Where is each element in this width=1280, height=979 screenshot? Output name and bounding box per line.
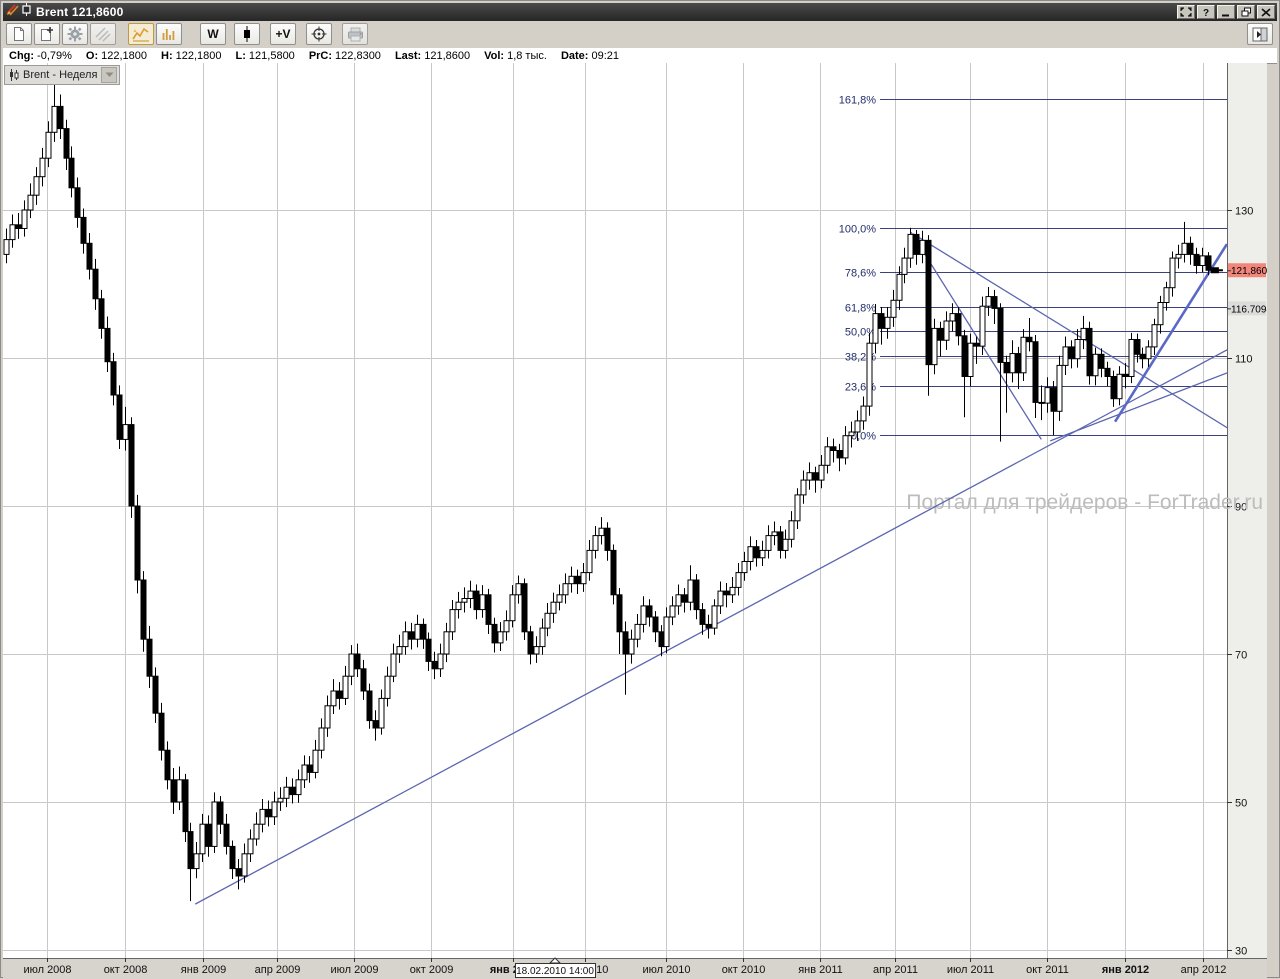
instrument-selector[interactable]: Brent - Неделя	[4, 65, 121, 85]
candle-chip-icon	[9, 69, 19, 81]
minimize-button[interactable]	[1217, 5, 1235, 19]
price-tick-label: 90	[1235, 502, 1247, 514]
time-tick-label: окт 2011	[1026, 964, 1069, 976]
time-tick-label: июл 2010	[642, 964, 690, 976]
status-h: H: 122,1800	[161, 49, 222, 62]
weekly-button[interactable]: W	[200, 23, 226, 45]
time-tick-label: июл 2009	[330, 964, 378, 976]
price-tick-label: 70	[1235, 650, 1247, 662]
time-tick-label: окт 2009	[410, 964, 454, 976]
line-chart-icon	[132, 27, 149, 42]
status-last: Last: 121,8600	[394, 49, 471, 62]
fib-label: 50,0%	[845, 327, 876, 339]
candlestick-title-icon	[21, 3, 32, 21]
fan-uptrend	[1049, 372, 1227, 442]
line-chart-button[interactable]	[128, 23, 154, 45]
fib-label: 61,8%	[845, 303, 876, 315]
fibonacci-levels: 161,8%100,0%78,6%61,8%50,0%38,2%23,6%0,0…	[839, 95, 1227, 443]
time-tick-label: янв 2011	[798, 964, 843, 976]
status-prc: PrC: 122,8300	[308, 49, 381, 62]
svg-text:116.7098: 116.7098	[1231, 304, 1267, 315]
candlestick-button[interactable]	[234, 23, 260, 45]
time-tick-label: апр 2011	[873, 964, 918, 976]
instrument-label: Brent - Неделя	[23, 69, 98, 81]
long-downtrend	[912, 233, 1227, 429]
fib-label: 100,0%	[839, 224, 877, 236]
status-bar: Chg: -0,79% O: 122,1800 H: 122,1800 L: 121,5800…	[3, 48, 1277, 64]
time-tick-label: окт 2010	[722, 964, 766, 976]
window-buttons: ?	[1177, 5, 1275, 19]
current-price-tag: 121,8600	[1227, 263, 1267, 278]
fib-label: 78,6%	[845, 268, 876, 280]
side-panel-button[interactable]	[1247, 23, 1273, 45]
status-o: O: 122,1800	[85, 49, 148, 62]
time-tick-label: июл 2008	[23, 964, 71, 976]
crosshair-button[interactable]	[306, 23, 332, 45]
print-button[interactable]	[342, 23, 368, 45]
fullscreen-button[interactable]	[1177, 5, 1195, 19]
bar-chart-button[interactable]	[156, 23, 182, 45]
status-date: Date: 09:21	[560, 49, 619, 62]
time-tick-label: апр 2012	[1181, 964, 1227, 976]
page-icon	[14, 27, 24, 41]
chart-area[interactable]: 161,8% 100,0% 78,6% 61,8% 50,0% 38,2% 23,6% 0,0…	[3, 63, 1267, 979]
price-axis: 130 110 90 70 50 30	[1227, 206, 1253, 958]
close-button[interactable]	[1257, 5, 1275, 19]
plot-background[interactable]	[3, 63, 1227, 958]
price-tick-label: 110	[1235, 354, 1253, 366]
price-axis-strip	[1227, 63, 1267, 958]
level-price-tag: 116.7098	[1227, 301, 1267, 316]
toolbar: W +V	[3, 21, 1277, 47]
gear-icon	[67, 26, 83, 42]
bar-chart-icon	[162, 29, 175, 40]
diagonal-lines-icon	[95, 27, 111, 42]
fib-label: 161,8%	[839, 95, 877, 107]
price-tick-label: 50	[1235, 798, 1247, 810]
title-bar: Brent 121,8600 ?	[3, 3, 1277, 21]
trend-tools-button[interactable]	[90, 23, 116, 45]
candles	[3, 80, 1212, 902]
svg-text:121,8600: 121,8600	[1231, 266, 1267, 277]
time-tick-label: июл 2011	[947, 964, 994, 976]
time-axis-strip	[3, 958, 1267, 979]
add-volume-button[interactable]: +V	[270, 23, 296, 45]
grid	[3, 63, 1227, 958]
help-button[interactable]: ?	[1197, 5, 1215, 19]
page-plus-icon	[41, 27, 53, 41]
settings-button[interactable]	[62, 23, 88, 45]
add-chart-button[interactable]	[34, 23, 60, 45]
time-axis: июл 2008 окт 2008 янв 2009 апр 2009 июл 2009…	[23, 958, 1226, 976]
time-tick-label: окт 2008	[104, 964, 148, 976]
status-vol: Vol: 1,8 тыс.	[484, 49, 547, 62]
time-tick-label: янв 2009	[181, 964, 226, 976]
time-tick-label: апр 2009	[255, 964, 301, 976]
price-tick-label: 30	[1235, 946, 1247, 958]
new-chart-button[interactable]	[6, 23, 32, 45]
last-price-marker	[1210, 267, 1223, 274]
svg-text:18.02.2010 14:00: 18.02.2010 14:00	[516, 966, 594, 977]
add-volume-button-label: +V	[275, 27, 291, 41]
watermark: Портал для трейдеров - ForTrader.ru	[906, 491, 1263, 514]
target-icon	[311, 26, 327, 42]
chart-canvas[interactable]: 161,8%100,0%78,6%61,8%50,0%38,2%23,6%0,0…	[3, 63, 1267, 979]
app-logo-icon	[6, 3, 21, 21]
steep-downtrend	[910, 231, 1042, 440]
status-chg: Chg: -0,79%	[9, 49, 72, 62]
status-l: L: 121,5800	[235, 49, 295, 62]
svg-text:?: ?	[1203, 8, 1209, 18]
candle-icon	[244, 26, 250, 42]
weekly-button-label: W	[207, 27, 219, 41]
chevron-down-icon[interactable]	[101, 67, 118, 83]
printer-icon	[347, 27, 363, 41]
time-tick-label: янв 2012	[1102, 964, 1149, 976]
price-tick-label: 130	[1235, 206, 1253, 218]
restore-button[interactable]	[1237, 5, 1255, 19]
window-title: Brent 121,8600	[36, 5, 124, 19]
